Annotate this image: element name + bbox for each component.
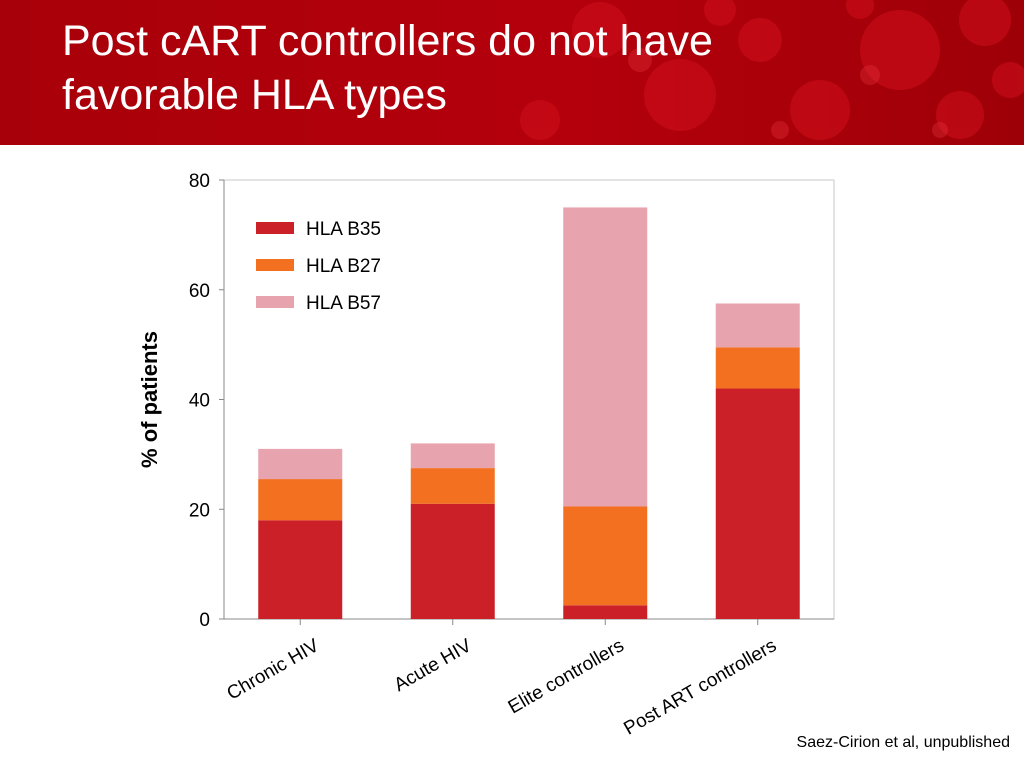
legend-label: HLA B35 xyxy=(306,219,381,240)
banner-bubble-pattern xyxy=(520,0,1024,140)
y-axis-label: % of patients xyxy=(137,331,162,468)
y-tick-label: 0 xyxy=(199,610,210,631)
slide-title: Post cART controllers do not have favora… xyxy=(62,14,882,122)
slide-title-line-2: favorable HLA types xyxy=(62,71,447,119)
citation-text: Saez-Cirion et al, unpublished xyxy=(796,734,1010,751)
bar-segment-hla-b57 xyxy=(715,303,800,348)
bar-segment-hla-b27 xyxy=(563,506,648,606)
bar-segment-hla-b35 xyxy=(715,388,800,619)
slide-title-line-1: Post cART controllers do not have xyxy=(62,17,713,65)
legend-swatch xyxy=(256,259,294,271)
bar-segment-hla-b35 xyxy=(258,520,343,619)
y-tick-label: 20 xyxy=(189,500,210,521)
bar-segment-hla-b27 xyxy=(410,468,495,504)
bar-segment-hla-b35 xyxy=(410,503,495,619)
x-tick-label: Chronic HIV xyxy=(224,635,323,705)
legend-swatch xyxy=(256,296,294,308)
y-tick-label: 40 xyxy=(189,391,210,412)
bar-segment-hla-b57 xyxy=(258,448,343,480)
x-tick-label: Acute HIV xyxy=(391,635,476,696)
legend-label: HLA B27 xyxy=(306,256,381,277)
legend-label: HLA B57 xyxy=(306,293,381,314)
bar-segment-hla-b57 xyxy=(563,207,648,507)
legend-swatch xyxy=(256,222,294,234)
bar-segment-hla-b27 xyxy=(258,479,343,521)
x-tick-label: Elite controllers xyxy=(505,635,628,718)
y-tick-label: 80 xyxy=(189,171,210,192)
y-tick-label: 60 xyxy=(189,281,210,302)
bar-segment-hla-b57 xyxy=(410,443,495,469)
x-tick-label: Post ART controllers xyxy=(620,635,780,739)
bar-segment-hla-b27 xyxy=(715,347,800,389)
bar-segment-hla-b35 xyxy=(563,605,648,619)
title-banner: Post cART controllers do not have favora… xyxy=(0,0,1024,145)
